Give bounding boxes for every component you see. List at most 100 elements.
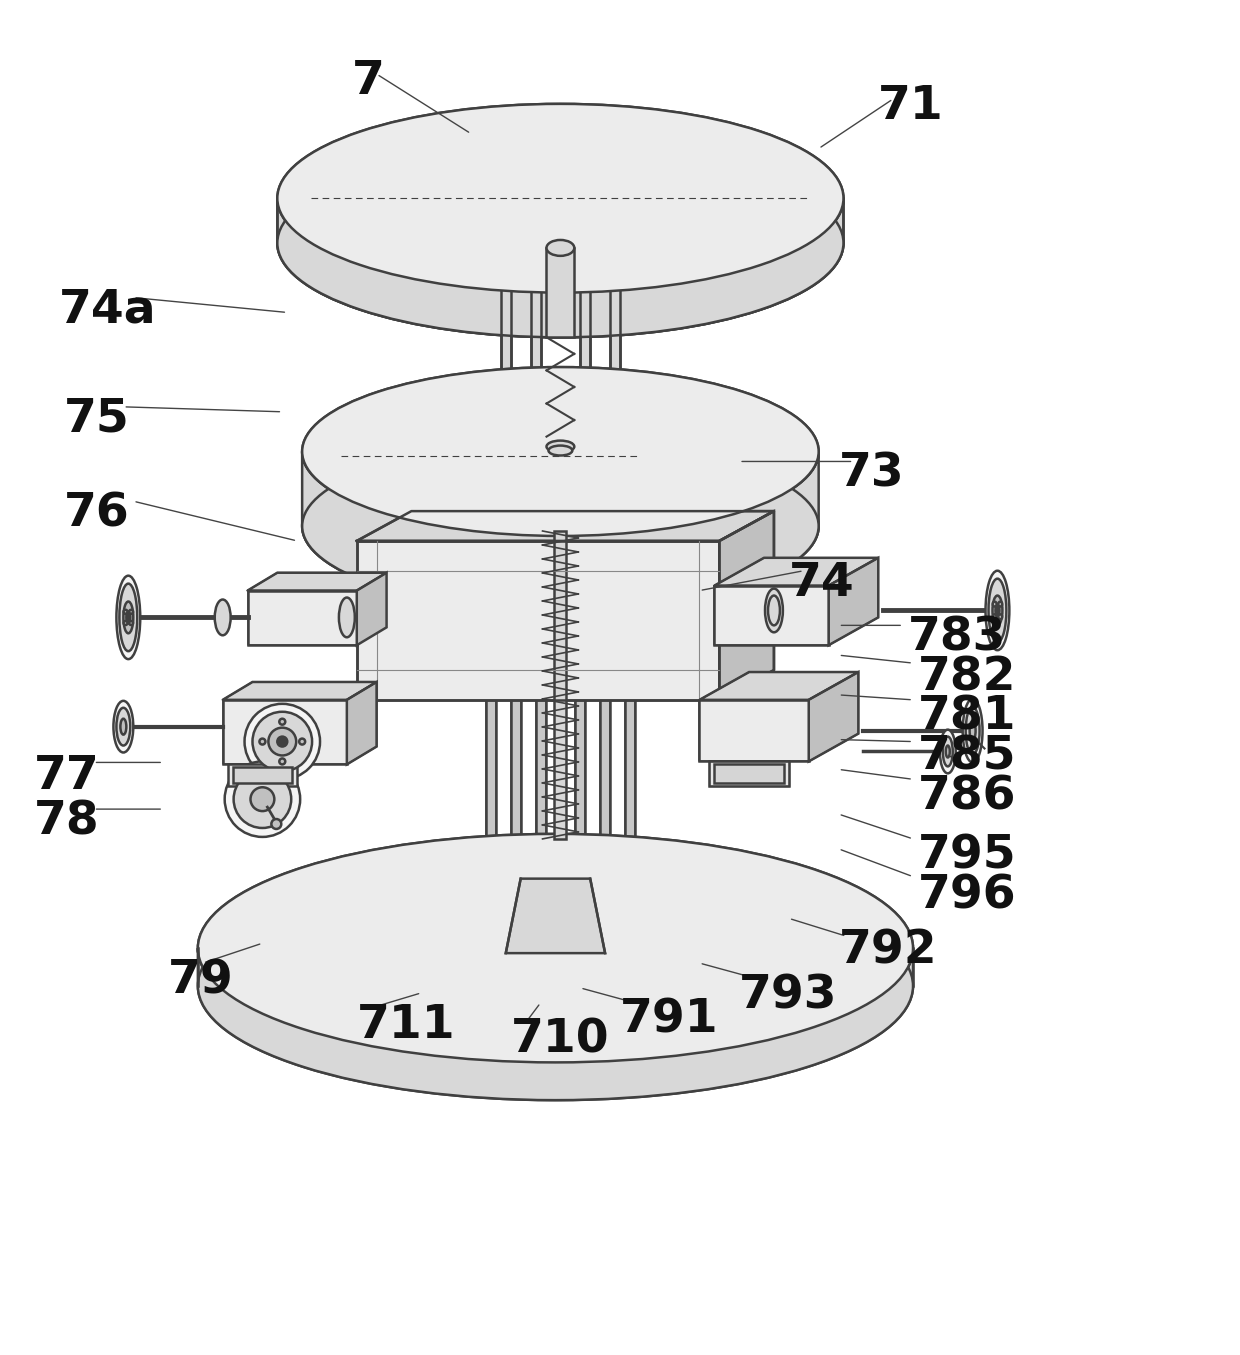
Ellipse shape: [215, 599, 231, 635]
Text: 75: 75: [63, 397, 129, 442]
Ellipse shape: [768, 596, 780, 626]
Ellipse shape: [547, 440, 574, 453]
Text: 74: 74: [789, 561, 854, 606]
Ellipse shape: [279, 759, 285, 764]
Ellipse shape: [279, 718, 285, 725]
Text: 71: 71: [878, 84, 944, 129]
Bar: [714, 764, 784, 783]
Polygon shape: [223, 699, 347, 764]
Bar: [228, 764, 298, 786]
Bar: [575, 526, 585, 878]
Ellipse shape: [278, 737, 288, 747]
Ellipse shape: [548, 446, 573, 455]
Ellipse shape: [117, 576, 140, 659]
Ellipse shape: [198, 833, 913, 1062]
Ellipse shape: [198, 833, 913, 1062]
Ellipse shape: [303, 367, 818, 537]
Ellipse shape: [129, 610, 133, 614]
Text: 7: 7: [352, 60, 384, 104]
Ellipse shape: [113, 701, 133, 752]
Ellipse shape: [988, 579, 1007, 642]
Polygon shape: [828, 558, 878, 645]
Ellipse shape: [233, 771, 291, 828]
Ellipse shape: [278, 149, 843, 337]
Ellipse shape: [946, 745, 950, 757]
Polygon shape: [714, 558, 878, 585]
Text: 73: 73: [838, 451, 904, 496]
Bar: [554, 531, 567, 839]
Text: 76: 76: [63, 492, 129, 537]
Ellipse shape: [124, 610, 128, 614]
Polygon shape: [248, 573, 387, 591]
Text: 710: 710: [511, 1018, 609, 1062]
Ellipse shape: [547, 240, 574, 256]
Ellipse shape: [940, 729, 956, 774]
Text: 785: 785: [918, 734, 1017, 779]
Bar: [501, 243, 511, 451]
Ellipse shape: [123, 602, 133, 633]
Ellipse shape: [278, 104, 843, 293]
Ellipse shape: [224, 762, 300, 837]
Polygon shape: [223, 682, 377, 699]
Ellipse shape: [970, 721, 976, 741]
Polygon shape: [278, 198, 843, 337]
Text: 791: 791: [620, 997, 719, 1043]
Polygon shape: [709, 762, 789, 786]
Bar: [625, 526, 635, 878]
Ellipse shape: [993, 602, 997, 607]
Text: 74a: 74a: [58, 287, 156, 332]
Polygon shape: [248, 591, 357, 645]
Polygon shape: [808, 672, 858, 762]
Polygon shape: [347, 682, 377, 764]
Bar: [531, 243, 541, 451]
Text: 793: 793: [739, 973, 838, 1018]
Ellipse shape: [119, 584, 138, 652]
Bar: [610, 243, 620, 451]
Ellipse shape: [765, 588, 782, 633]
Bar: [600, 526, 610, 878]
Ellipse shape: [962, 699, 982, 763]
Polygon shape: [719, 511, 774, 699]
Polygon shape: [699, 672, 858, 699]
Text: 781: 781: [918, 695, 1017, 740]
Ellipse shape: [117, 707, 130, 745]
Polygon shape: [357, 511, 774, 541]
Text: 77: 77: [33, 755, 99, 799]
Bar: [547, 248, 574, 337]
Ellipse shape: [278, 149, 843, 337]
Text: 783: 783: [908, 615, 1007, 660]
Bar: [486, 526, 496, 878]
Ellipse shape: [986, 570, 1009, 650]
Polygon shape: [357, 573, 387, 645]
Text: 792: 792: [838, 928, 937, 973]
Text: 79: 79: [169, 958, 234, 1003]
Text: 782: 782: [918, 656, 1017, 701]
Polygon shape: [198, 948, 913, 1100]
Polygon shape: [303, 451, 818, 611]
Bar: [233, 767, 293, 783]
Ellipse shape: [124, 621, 128, 625]
Ellipse shape: [268, 728, 296, 756]
Ellipse shape: [120, 718, 126, 734]
Polygon shape: [506, 878, 605, 953]
Text: 786: 786: [918, 774, 1017, 820]
Ellipse shape: [198, 871, 913, 1100]
Bar: [580, 243, 590, 451]
Polygon shape: [714, 585, 828, 645]
Ellipse shape: [996, 606, 999, 615]
Ellipse shape: [253, 711, 312, 771]
Ellipse shape: [299, 738, 305, 744]
Bar: [511, 526, 521, 878]
Ellipse shape: [278, 104, 843, 293]
Text: 78: 78: [33, 799, 99, 844]
Text: 796: 796: [918, 874, 1017, 919]
Ellipse shape: [244, 703, 320, 779]
Ellipse shape: [966, 707, 980, 755]
Ellipse shape: [259, 738, 265, 744]
Text: 711: 711: [357, 1003, 455, 1047]
Polygon shape: [699, 699, 808, 762]
Ellipse shape: [303, 442, 818, 611]
Ellipse shape: [303, 442, 818, 611]
Ellipse shape: [250, 787, 274, 812]
Ellipse shape: [998, 614, 1002, 619]
